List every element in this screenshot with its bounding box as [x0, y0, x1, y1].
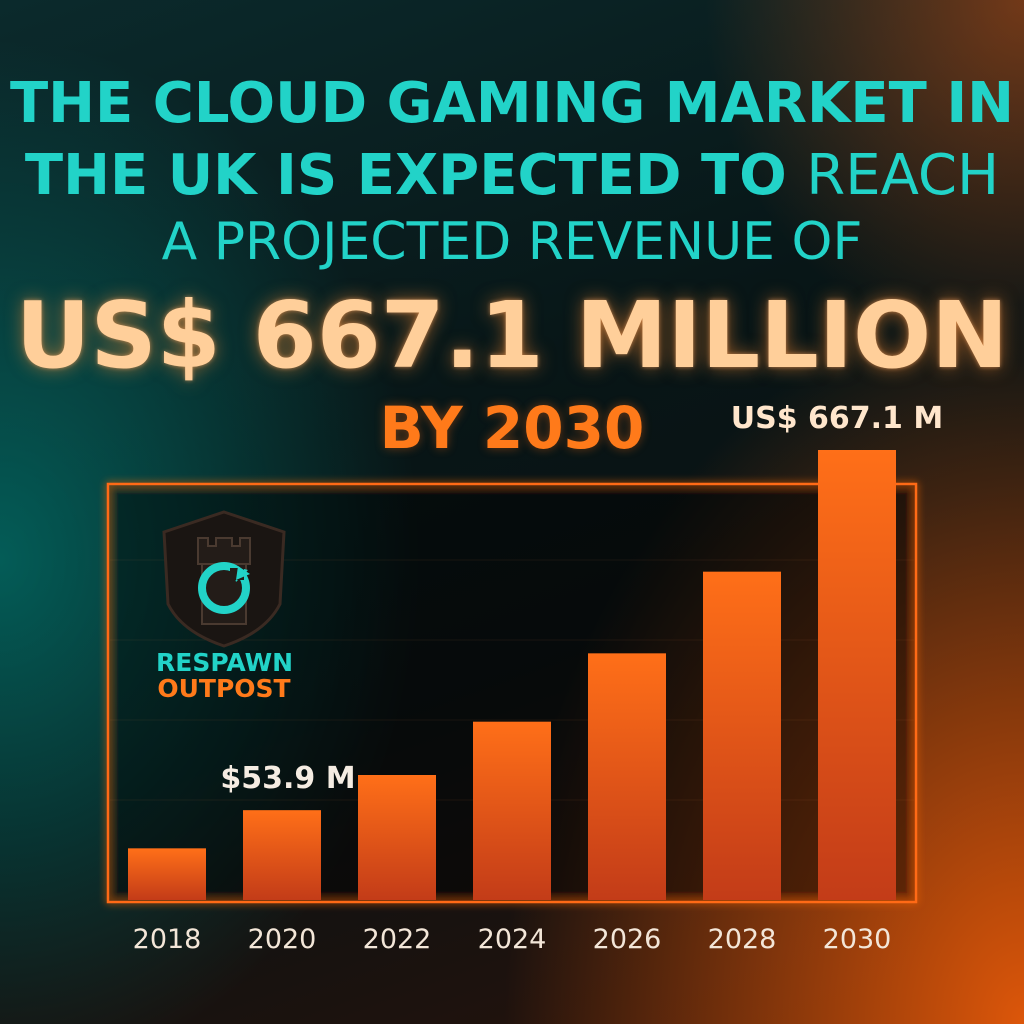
bar-2030: [818, 450, 896, 900]
data-label-2030: US$ 667.1 M: [731, 401, 943, 436]
x-label-2020: 2020: [248, 924, 317, 955]
headline-line-1: THE CLOUD GAMING MARKET IN: [9, 71, 1015, 136]
headline-line-2: THE UK IS EXPECTED TO REACH: [0, 144, 1024, 208]
headline-line-3: A PROJECTED REVENUE OF: [161, 212, 863, 272]
bar-2018: [128, 848, 206, 900]
x-label-2022: 2022: [363, 924, 432, 955]
x-label-2024: 2024: [478, 924, 547, 955]
bar-2022: [358, 775, 436, 900]
data-label-2020: $53.9 M: [220, 761, 355, 796]
headline-line-2-light: REACH: [806, 143, 1000, 208]
headline-amount: US$ 667.1 MILLION: [15, 282, 1009, 389]
chart-x-labels: 2018 2020 2022 2024 2026 2028 2030: [133, 924, 892, 955]
x-label-2028: 2028: [708, 924, 777, 955]
x-label-2026: 2026: [593, 924, 662, 955]
x-label-2018: 2018: [133, 924, 202, 955]
bar-2024: [473, 721, 551, 900]
headline-line-2-bold: THE UK IS EXPECTED TO: [24, 143, 807, 208]
chart-bars: [128, 450, 896, 900]
respawn-outpost-logo: RESPAWN OUTPOST: [156, 508, 294, 708]
castle-tower-refresh-icon: [162, 510, 286, 648]
bar-2020: [243, 810, 321, 900]
logo-text-respawn: RESPAWN: [156, 648, 294, 677]
logo-text-outpost: OUTPOST: [157, 674, 291, 703]
bar-2028: [703, 571, 781, 900]
headline-by-year: BY 2030: [379, 394, 645, 462]
chart-data-labels: $53.9 M US$ 667.1 M: [220, 401, 943, 796]
bar-2026: [588, 653, 666, 900]
x-label-2030: 2030: [823, 924, 892, 955]
